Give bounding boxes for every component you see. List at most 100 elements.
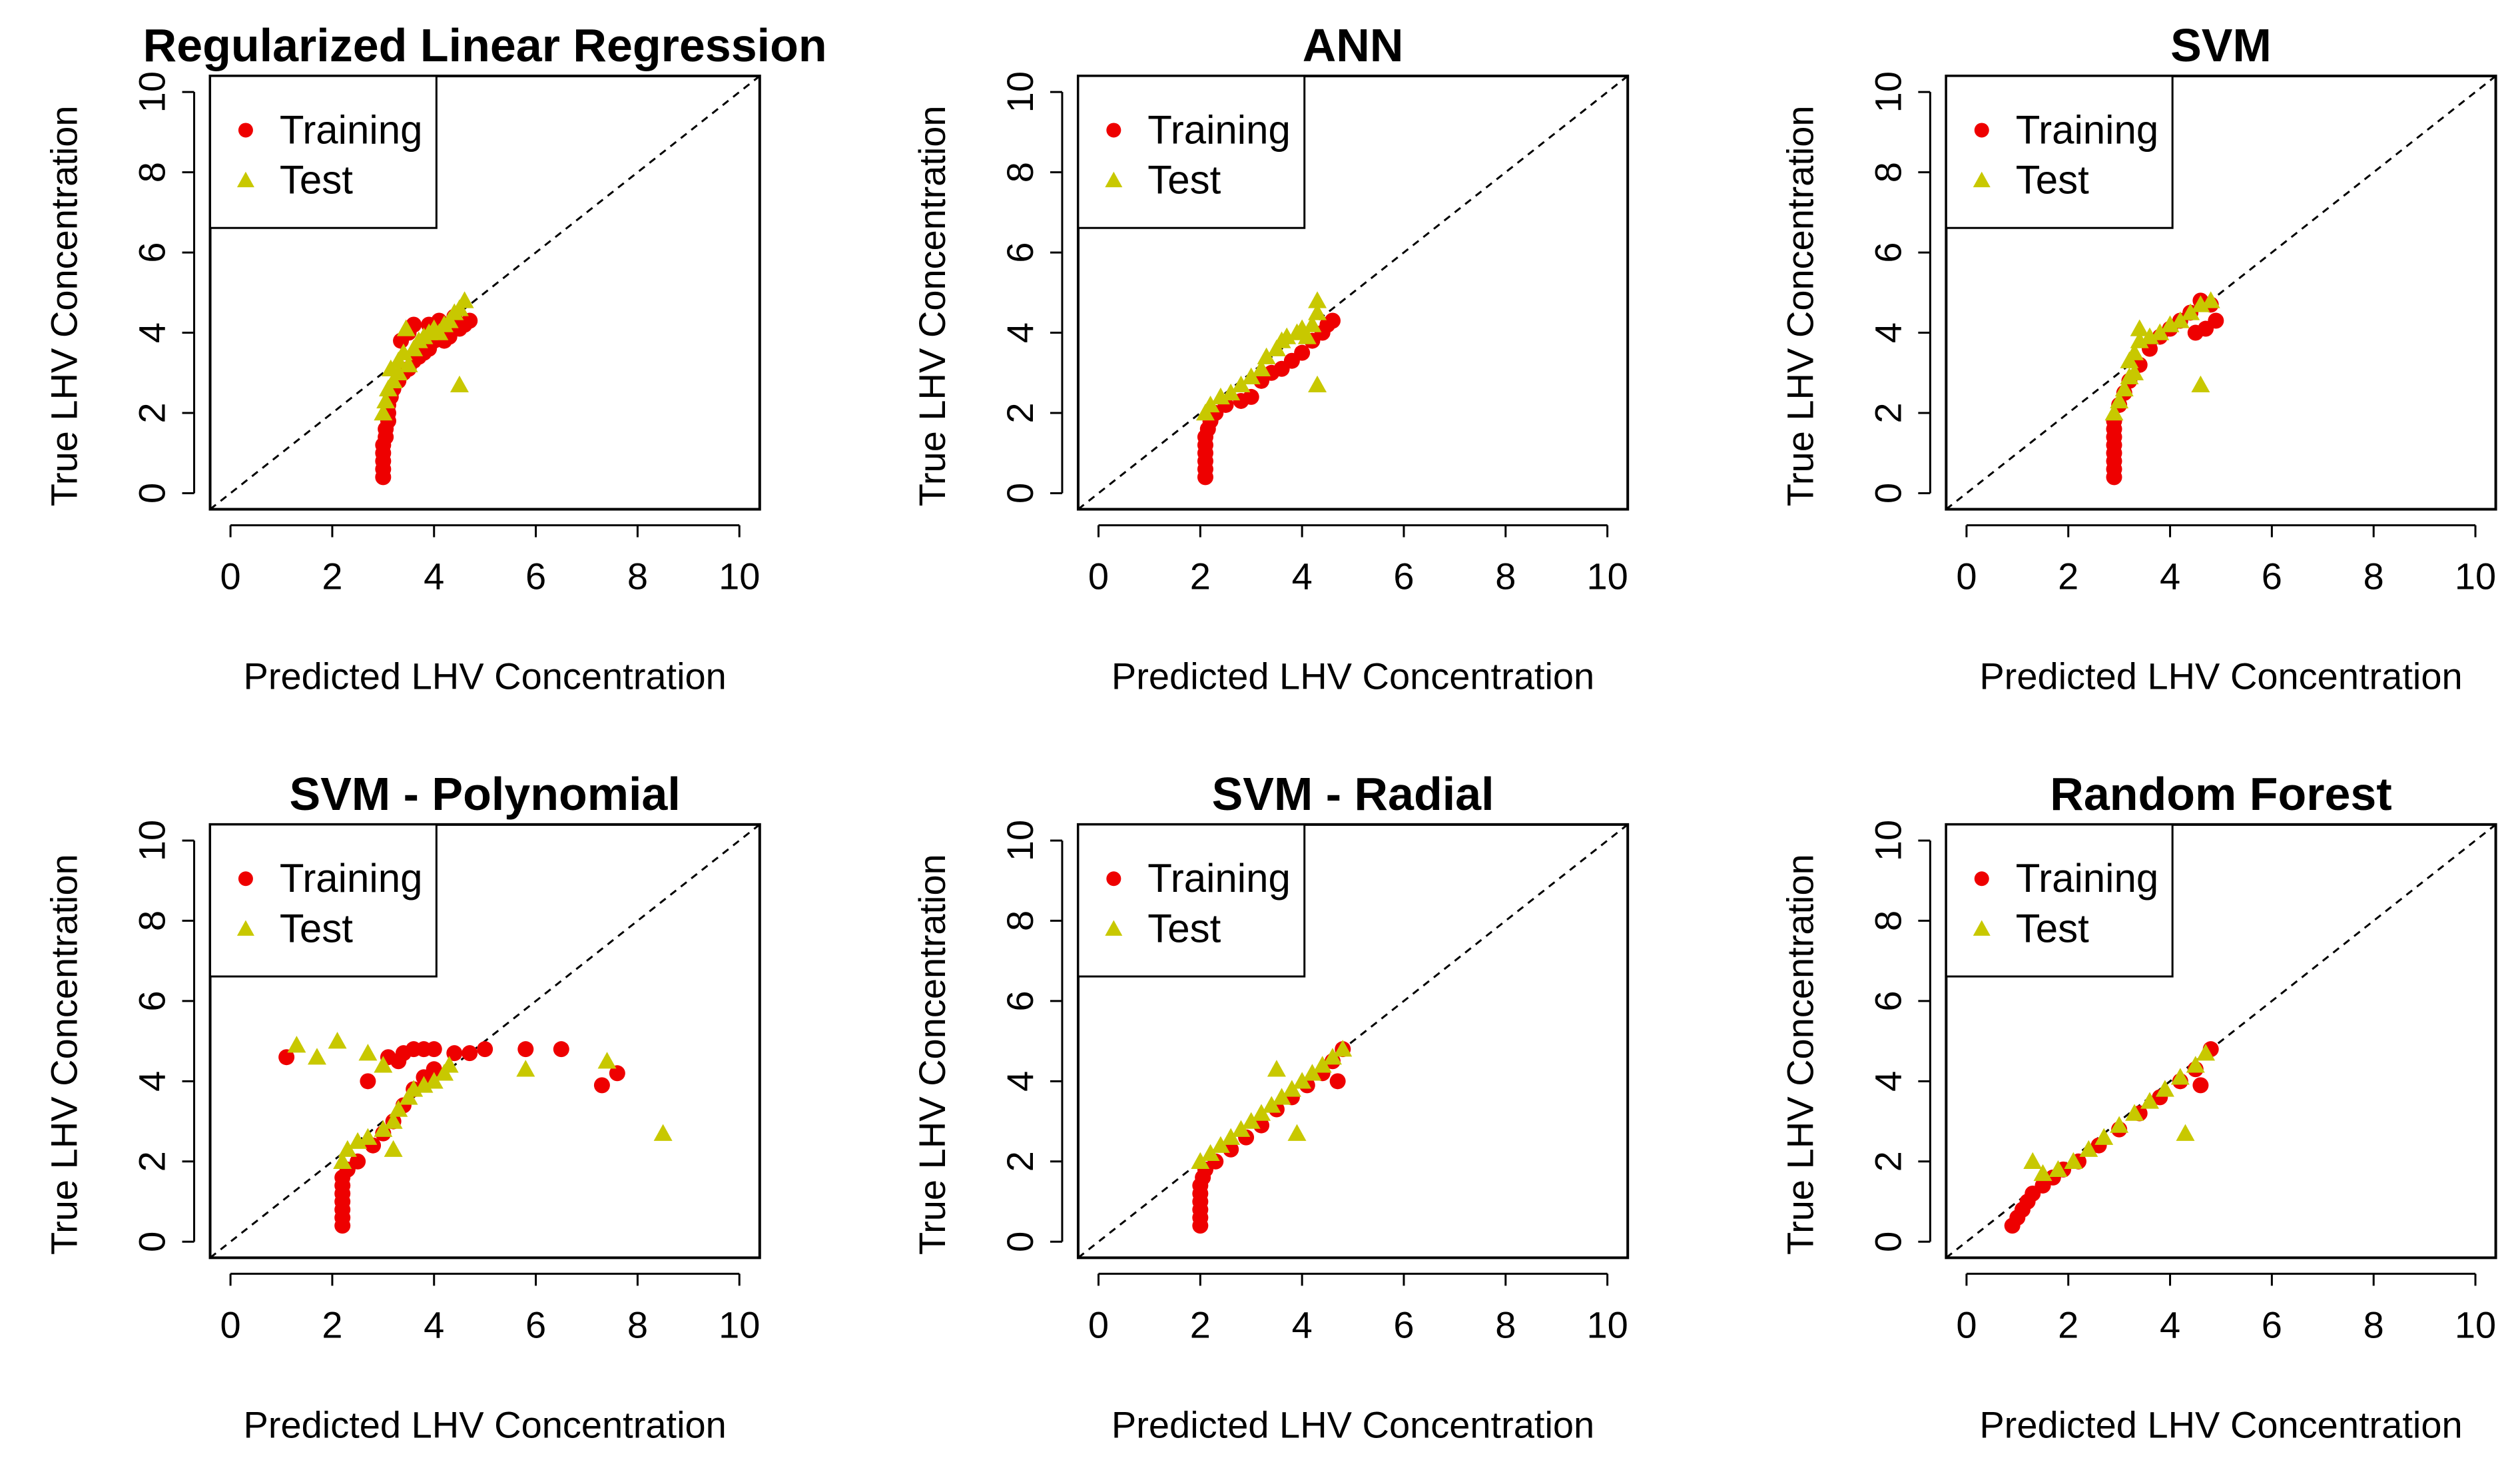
test-point [1308, 303, 1327, 320]
panel-3: SVM 0 2 4 6 8 10 0 2 4 6 8 10 Predicted LHV Concentra… [1779, 19, 2497, 697]
panel-4: SVM - Polynomial 0 2 4 6 8 10 0 2 4 6 8 10 Predicted … [43, 768, 761, 1445]
test-point [1191, 1152, 1210, 1170]
test-point [2181, 303, 2200, 320]
x-tick-label: 4 [424, 555, 444, 597]
series-test [2023, 1044, 2216, 1182]
plot-frame [1076, 823, 1630, 1260]
test-point [1211, 1136, 1230, 1153]
test-point [1252, 1104, 1271, 1121]
test-point [1313, 1056, 1332, 1073]
training-point [360, 1073, 376, 1090]
y-tick-label: 8 [131, 911, 173, 931]
test-point [374, 1120, 393, 1137]
legend-test-label: Test [1147, 906, 1221, 950]
x-axis-label: Predicted LHV Concentration [1111, 655, 1594, 697]
legend-test-symbol [236, 171, 254, 188]
legend-training-symbol [1106, 123, 1121, 138]
legend-training-symbol [1974, 871, 1989, 887]
test-point [1201, 1144, 1220, 1161]
legend-test-label: Test [2016, 158, 2089, 202]
y-axis-label: True LHV Concentration [43, 105, 85, 506]
series-test [2104, 291, 2220, 421]
training-point [426, 1041, 442, 1058]
legend-test-symbol [1105, 920, 1123, 936]
test-point [396, 319, 416, 336]
y-tick-label: 4 [131, 322, 173, 343]
legend-box [1945, 75, 2174, 229]
x-tick-label: 8 [1495, 555, 1516, 597]
plot-frame [1945, 75, 2497, 511]
test-point [2079, 1140, 2098, 1157]
x-tick-label: 4 [2160, 1303, 2180, 1345]
training-point [393, 332, 410, 349]
test-point [455, 291, 474, 308]
training-point [1243, 388, 1259, 405]
panel-title: SVM - Polynomial [290, 768, 681, 820]
legend-box [209, 75, 438, 229]
x-tick-label: 8 [627, 555, 648, 597]
legend-test-label: Test [1147, 158, 1221, 202]
reference-line [1946, 824, 2496, 1258]
test-point [516, 1060, 535, 1077]
x-tick-label: 6 [525, 1303, 546, 1345]
y-tick-label: 2 [1867, 1151, 1909, 1172]
test-point [1231, 1120, 1251, 1137]
x-tick-label: 2 [1190, 555, 1211, 597]
x-tick-label: 0 [1088, 555, 1109, 597]
training-point [517, 1041, 534, 1058]
panel-1: Regularized Linear Regression 0 2 4 6 8 10 0 2 4 6… [43, 19, 827, 697]
test-point [1257, 347, 1276, 364]
test-point [2191, 375, 2210, 393]
test-point [374, 1056, 393, 1073]
test-point [384, 1140, 403, 1157]
y-tick-label: 6 [999, 242, 1041, 263]
test-point [374, 404, 393, 421]
x-axis-label: Predicted LHV Concentration [1979, 655, 2462, 697]
test-point [2110, 1116, 2129, 1133]
test-point [2130, 319, 2149, 336]
test-point [2125, 363, 2144, 380]
test-point [1293, 1072, 1312, 1089]
x-tick-label: 6 [2262, 555, 2282, 597]
legend-training-label: Training [2016, 107, 2159, 152]
training-point [1329, 1073, 1346, 1090]
legend-box [1077, 75, 1306, 229]
test-point [1221, 1128, 1241, 1145]
training-point [462, 1045, 478, 1062]
legend-training-label: Training [2016, 856, 2159, 901]
test-point [2125, 1104, 2144, 1121]
y-tick-label: 0 [999, 483, 1041, 504]
training-point [593, 1077, 610, 1094]
x-tick-label: 0 [220, 555, 241, 597]
y-tick-label: 0 [999, 1232, 1041, 1252]
test-point [1221, 383, 1241, 401]
legend-test-symbol [1105, 171, 1123, 188]
y-tick-label: 0 [1867, 1232, 1909, 1252]
legend: Training Test [209, 75, 438, 229]
y-tick-label: 8 [1867, 911, 1909, 931]
x-axis-label: Predicted LHV Concentration [244, 1403, 727, 1445]
test-point [1241, 367, 1261, 385]
y-tick-label: 4 [999, 1071, 1041, 1092]
legend-test-label: Test [280, 906, 353, 950]
y-tick-label: 6 [999, 990, 1041, 1011]
plot-frame [208, 823, 761, 1260]
training-point [1294, 344, 1311, 361]
reference-line [1078, 76, 1628, 510]
test-point [2064, 1152, 2083, 1170]
legend: Training Test [1945, 75, 2174, 229]
x-tick-label: 2 [1190, 1303, 1211, 1345]
y-axis-label: True LHV Concentration [1779, 105, 1821, 506]
test-point [376, 391, 396, 409]
legend-test-symbol [1973, 171, 1991, 188]
training-point [278, 1049, 295, 1066]
x-tick-label: 2 [2058, 555, 2078, 597]
plot-frame [1076, 75, 1630, 511]
y-tick-label: 10 [999, 820, 1041, 861]
legend-training-label: Training [280, 107, 423, 152]
x-tick-label: 8 [627, 1303, 648, 1345]
test-point [2201, 291, 2220, 308]
reference-line [210, 76, 760, 510]
training-point [390, 1053, 407, 1070]
test-point [2094, 1128, 2114, 1145]
